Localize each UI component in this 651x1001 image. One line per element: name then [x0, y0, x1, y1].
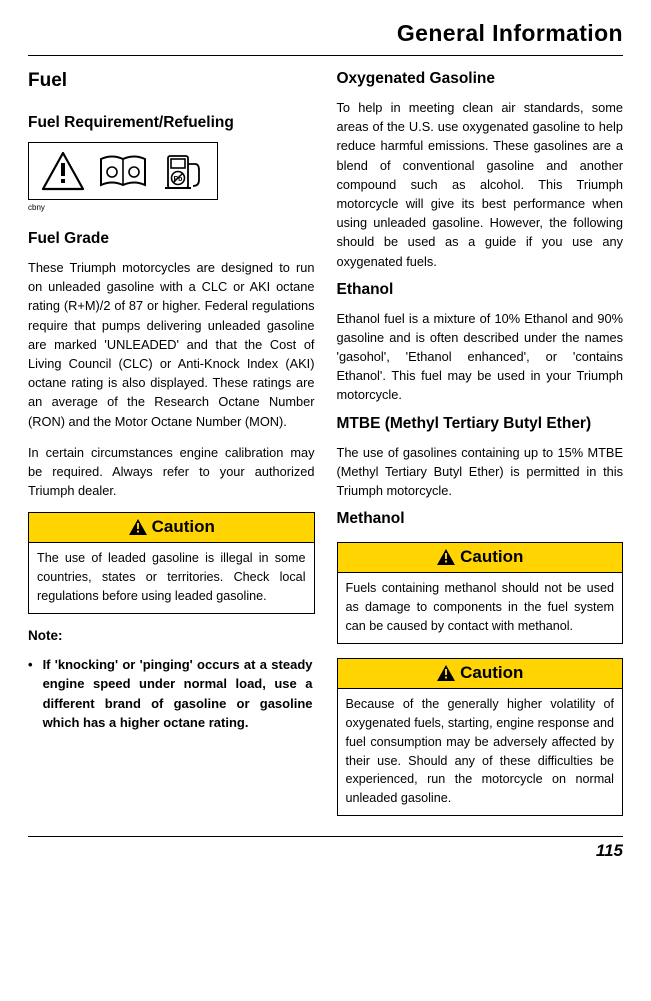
note-bullet: • If 'knocking' or 'pinging' occurs at a… [28, 655, 315, 733]
page-number: 115 [28, 841, 623, 861]
fuel-grade-heading: Fuel Grade [28, 230, 315, 248]
caution-body: Fuels containing methanol should not be … [338, 573, 623, 643]
caution-body: The use of leaded gasoline is illegal in… [29, 543, 314, 613]
caution-box-methanol: Caution Fuels containing methanol should… [337, 542, 624, 644]
ethanol-paragraph: Ethanol fuel is a mixture of 10% Ethanol… [337, 309, 624, 405]
note-bullet-text: If 'knocking' or 'pinging' occurs at a s… [43, 655, 313, 733]
icon-caption: cbny [28, 203, 315, 212]
document-page: General Information Fuel Fuel Requiremen… [0, 0, 651, 1001]
warning-icon [128, 518, 148, 536]
caution-box-volatility: Caution Because of the generally higher … [337, 658, 624, 816]
manual-book-icon [97, 151, 149, 191]
right-column: Oxygenated Gasoline To help in meeting c… [337, 70, 624, 830]
note-label: Note: [28, 628, 315, 643]
caution-box-leaded: Caution The use of leaded gasoline is il… [28, 512, 315, 614]
warning-icon [436, 664, 456, 682]
fuel-heading: Fuel [28, 70, 315, 92]
ethanol-heading: Ethanol [337, 281, 624, 299]
footer-divider [28, 836, 623, 837]
mtbe-paragraph: The use of gasolines containing up to 15… [337, 443, 624, 501]
mtbe-heading: MTBE (Methyl Tertiary Butyl Ether) [337, 415, 624, 433]
safety-icon-row: Pb [28, 142, 218, 200]
methanol-heading: Methanol [337, 510, 624, 528]
caution-header: Caution [338, 659, 623, 689]
caution-label: Caution [460, 663, 523, 683]
fuel-grade-paragraph-2: In certain circumstances engine calibrat… [28, 443, 315, 501]
warning-triangle-icon [41, 151, 85, 191]
fuel-pump-icon: Pb [161, 150, 205, 192]
page-header-title: General Information [28, 20, 623, 47]
oxygenated-paragraph: To help in meeting clean air standards, … [337, 98, 624, 271]
bullet-dot: • [28, 655, 33, 733]
oxygenated-heading: Oxygenated Gasoline [337, 70, 624, 88]
caution-header: Caution [338, 543, 623, 573]
caution-header: Caution [29, 513, 314, 543]
fuel-grade-paragraph-1: These Triumph motorcycles are designed t… [28, 258, 315, 431]
caution-body: Because of the generally higher volatili… [338, 689, 623, 815]
two-column-layout: Fuel Fuel Requirement/Refueling [28, 70, 623, 830]
fuel-requirement-heading: Fuel Requirement/Refueling [28, 114, 315, 132]
warning-icon [436, 548, 456, 566]
caution-label: Caution [152, 517, 215, 537]
left-column: Fuel Fuel Requirement/Refueling [28, 70, 315, 830]
header-divider [28, 55, 623, 56]
caution-label: Caution [460, 547, 523, 567]
